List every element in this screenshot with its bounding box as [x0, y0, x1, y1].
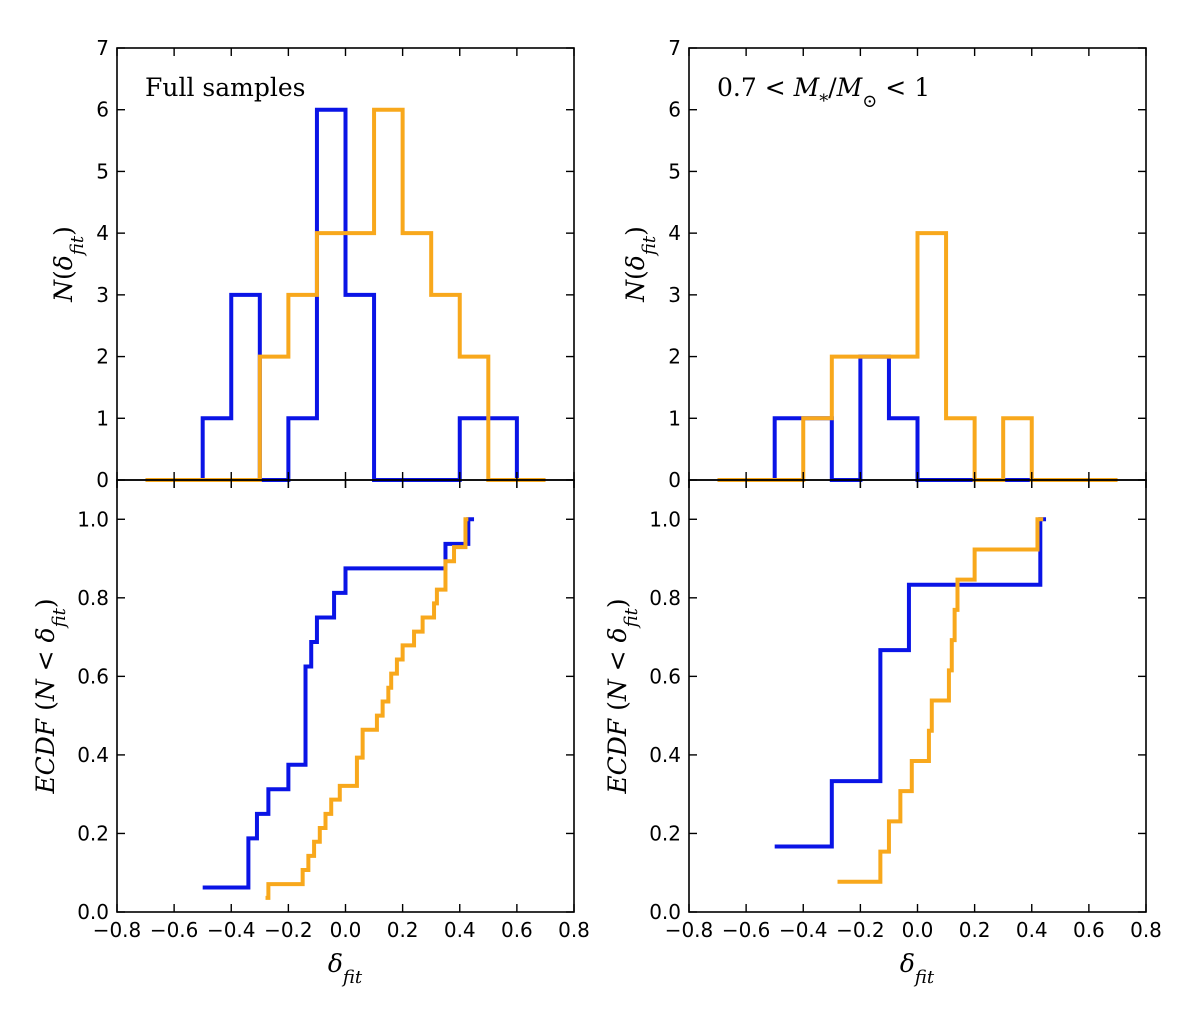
- y-tick-label: 0: [668, 468, 681, 492]
- ecdf-orange-step: [837, 517, 1044, 884]
- x-tick-label: −0.4: [779, 918, 828, 942]
- x-axis-label: δfit: [900, 949, 935, 988]
- y-tick-label: 1.0: [649, 507, 681, 531]
- axes-frame: [116, 479, 575, 913]
- y-tick-label: 0.2: [77, 821, 109, 845]
- x-tick-label: 0.0: [330, 918, 362, 942]
- y-tick-label: 1: [668, 406, 681, 430]
- y-tick-label: 7: [668, 36, 681, 60]
- y-axis-label: ECDF (N < δfit): [31, 598, 70, 794]
- y-tick-label: 0.4: [77, 743, 109, 767]
- x-tick-label: −0.6: [722, 918, 771, 942]
- y-tick-label: 4: [668, 221, 681, 245]
- y-tick-label: 2: [96, 345, 109, 369]
- y-axis-label: N(δfit): [621, 226, 660, 303]
- annotation-mass-range: 0.7 < M*/M⊙ < 1: [717, 73, 930, 112]
- axes-frame: [688, 479, 1147, 913]
- x-tick-label: 0.6: [501, 918, 533, 942]
- x-tick-label: 0.0: [902, 918, 934, 942]
- y-tick-label: 0.0: [77, 900, 109, 924]
- x-tick-label: −0.4: [207, 918, 256, 942]
- y-tick-label: 0.8: [649, 586, 681, 610]
- x-tick-label: −0.8: [93, 918, 142, 942]
- y-tick-label: 1.0: [77, 507, 109, 531]
- y-tick-label: 4: [96, 221, 109, 245]
- x-tick-label: 0.8: [558, 918, 590, 942]
- x-tick-label: 0.8: [1130, 918, 1162, 942]
- y-tick-label: 6: [668, 98, 681, 122]
- x-tick-label: −0.2: [836, 918, 885, 942]
- ecdf-blue-step: [774, 517, 1047, 849]
- histogram-orange-step: [717, 231, 1118, 482]
- x-tick-label: 0.6: [1073, 918, 1105, 942]
- y-tick-label: 0.6: [77, 664, 109, 688]
- y-axis-label: ECDF (N < δfit): [603, 598, 642, 794]
- x-tick-label: 0.4: [1016, 918, 1048, 942]
- y-tick-label: 0: [96, 468, 109, 492]
- y-tick-label: 3: [96, 283, 109, 307]
- y-tick-label: 5: [96, 159, 109, 183]
- y-tick-label: 5: [668, 159, 681, 183]
- y-tick-label: 0.4: [649, 743, 681, 767]
- y-tick-label: 0.0: [649, 900, 681, 924]
- y-tick-label: 0.2: [649, 821, 681, 845]
- panel-hist-mass: 0 1 2 3 4 5 6 7 N(δfit) 0.7 < M*/M⊙ < 1: [621, 36, 1147, 492]
- histogram-blue-step: [145, 107, 546, 482]
- histogram-blue-step: [717, 354, 1118, 482]
- x-tick-label: −0.2: [264, 918, 313, 942]
- ecdf-blue-step: [202, 517, 475, 890]
- x-tick-label: −0.8: [665, 918, 714, 942]
- y-tick-label: 0.8: [77, 586, 109, 610]
- panel-hist-full: 0 1 2 3 4 5 6 7 N(δfit) Full samples: [49, 36, 575, 492]
- y-tick-label: 2: [668, 345, 681, 369]
- y-tick-label: 1: [96, 406, 109, 430]
- x-tick-label: 0.2: [387, 918, 419, 942]
- y-tick-label: 3: [668, 283, 681, 307]
- y-tick-label: 7: [96, 36, 109, 60]
- x-axis-label: δfit: [328, 949, 363, 988]
- annotation-full-samples: Full samples: [145, 73, 305, 102]
- y-tick-label: 6: [96, 98, 109, 122]
- panel-ecdf-full: −0.8 −0.6 −0.4 −0.2 0.0 0.2 0.4 0.6 0.8 0.0 0.2 0.4…: [31, 479, 590, 988]
- x-tick-label: 0.4: [444, 918, 476, 942]
- y-axis-label: N(δfit): [49, 226, 88, 303]
- x-tick-label: 0.2: [959, 918, 991, 942]
- ecdf-orange-step: [265, 517, 469, 900]
- x-tick-label: −0.6: [150, 918, 199, 942]
- panel-ecdf-mass: −0.8 −0.6 −0.4 −0.2 0.0 0.2 0.4 0.6 0.8 0.0 0.2 0.4…: [603, 479, 1162, 988]
- y-tick-label: 0.6: [649, 664, 681, 688]
